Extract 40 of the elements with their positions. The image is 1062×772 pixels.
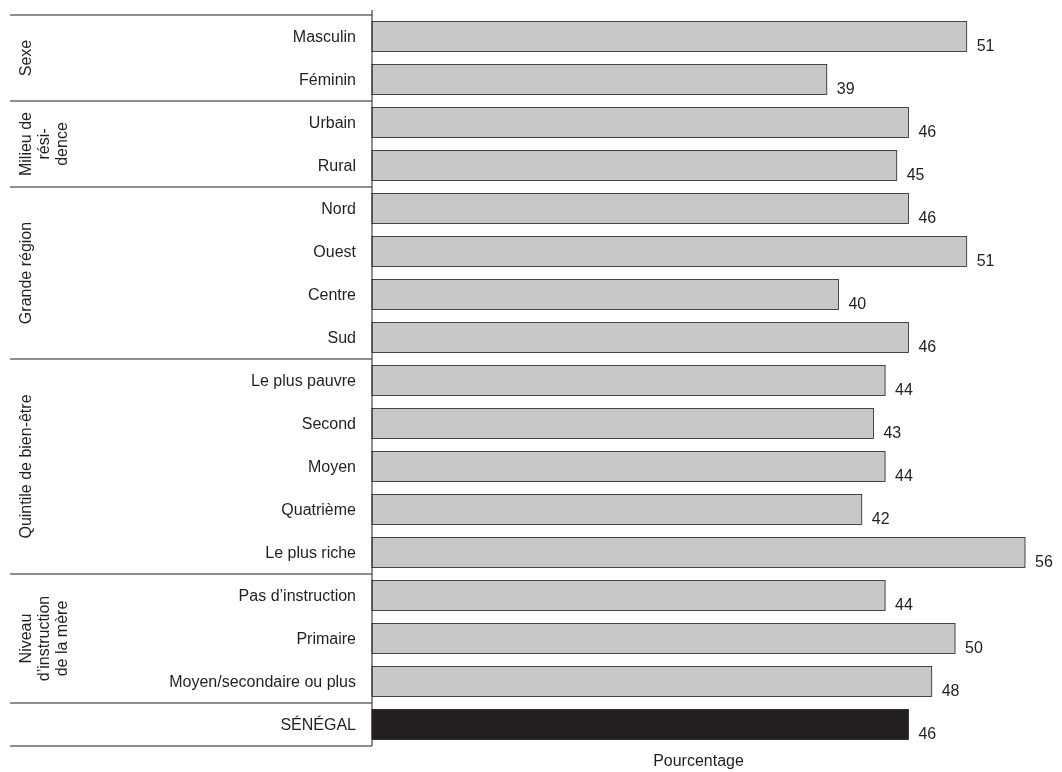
text: Niveau d’instruction de la mère	[17, 595, 70, 682]
data-label: 45	[906, 165, 925, 183]
y-tick-label: Sud	[327, 329, 356, 347]
y-tick-label: Moyen/secondaire ou plus	[169, 673, 356, 691]
data-label: 46	[918, 724, 937, 742]
data-label: 46	[918, 337, 937, 355]
text: Milieu de rési- dence	[17, 111, 70, 177]
y-tick-label: Le plus pauvre	[251, 372, 357, 390]
y-tick-label: Quatrième	[281, 501, 357, 519]
data-label: 44	[895, 466, 913, 484]
data-label: 44	[895, 595, 913, 613]
data-label: 48	[941, 681, 960, 699]
data-label: 39	[836, 79, 855, 97]
data-label: 46	[918, 122, 937, 140]
y-tick-label: Masculin	[292, 28, 356, 46]
y-tick-label: Rural	[317, 157, 356, 175]
y-tick-label: Féminin	[299, 71, 356, 89]
y-tick-label: Le plus riche	[265, 544, 357, 562]
y-tick-label: Primaire	[296, 630, 357, 648]
y-tick-label: Second	[301, 415, 356, 433]
text: Quintile de bien-être	[17, 394, 34, 539]
data-label: 46	[918, 208, 937, 226]
y-tick-label: Ouest	[313, 243, 357, 261]
text: Sexe	[17, 39, 34, 77]
x-axis-title: Pourcentage	[653, 752, 744, 769]
y-tick-label: Nord	[321, 200, 356, 218]
data-label: 51	[976, 251, 995, 269]
y-tick-label: Moyen	[307, 458, 356, 476]
y-tick-label: SÉNÉGAL	[280, 715, 357, 734]
y-tick-label: Urbain	[308, 114, 356, 132]
data-label: 50	[965, 638, 983, 656]
data-label: 51	[976, 36, 995, 54]
data-label: 43	[883, 423, 902, 441]
data-label: 44	[895, 380, 913, 398]
data-label: 42	[871, 509, 890, 527]
text: Grande région	[17, 221, 34, 325]
data-label: 56	[1035, 552, 1053, 570]
data-label: 40	[848, 294, 867, 312]
y-tick-label: Pas d’instruction	[238, 587, 356, 605]
y-tick-label: Centre	[307, 286, 357, 304]
